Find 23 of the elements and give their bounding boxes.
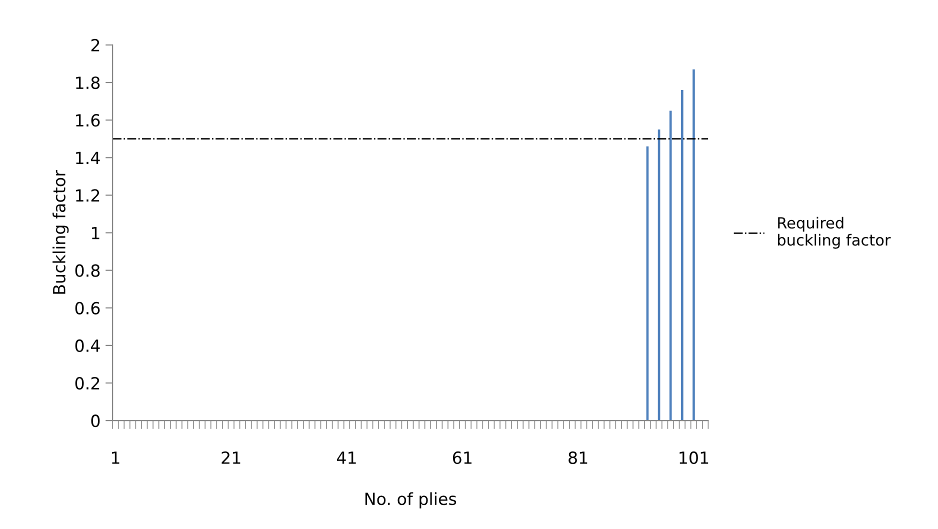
y-tick-label: 0.6 [75, 302, 100, 314]
y-tick-label: 1.4 [76, 152, 100, 164]
y-tick-label: 1.2 [76, 189, 100, 202]
y-tick-label: 1.8 [76, 76, 100, 90]
x-tick-label: 21 [222, 451, 240, 464]
y-tick-label: 2 [91, 38, 100, 52]
y-axis-title: Buckling factor [52, 170, 69, 294]
bar [669, 110, 672, 421]
x-tick-label: 61 [452, 451, 472, 464]
x-tick-label: 41 [336, 452, 356, 464]
y-tick-label: 0.2 [75, 376, 100, 390]
y-tick-label: 0 [91, 414, 100, 428]
x-tick-label: 101 [680, 451, 708, 464]
bar [681, 90, 684, 421]
bar [692, 69, 695, 421]
legend-label: Required buckling factor [778, 216, 891, 249]
y-tick-label: 1 [92, 226, 100, 240]
y-tick-label: 1.6 [76, 114, 100, 127]
x-axis-title: No. of plies [365, 492, 456, 508]
y-tick-label: 0.8 [75, 264, 100, 277]
x-tick-label: 1 [112, 452, 120, 464]
x-tick-label: 81 [568, 451, 588, 464]
y-tick-label: 0.4 [75, 339, 100, 352]
